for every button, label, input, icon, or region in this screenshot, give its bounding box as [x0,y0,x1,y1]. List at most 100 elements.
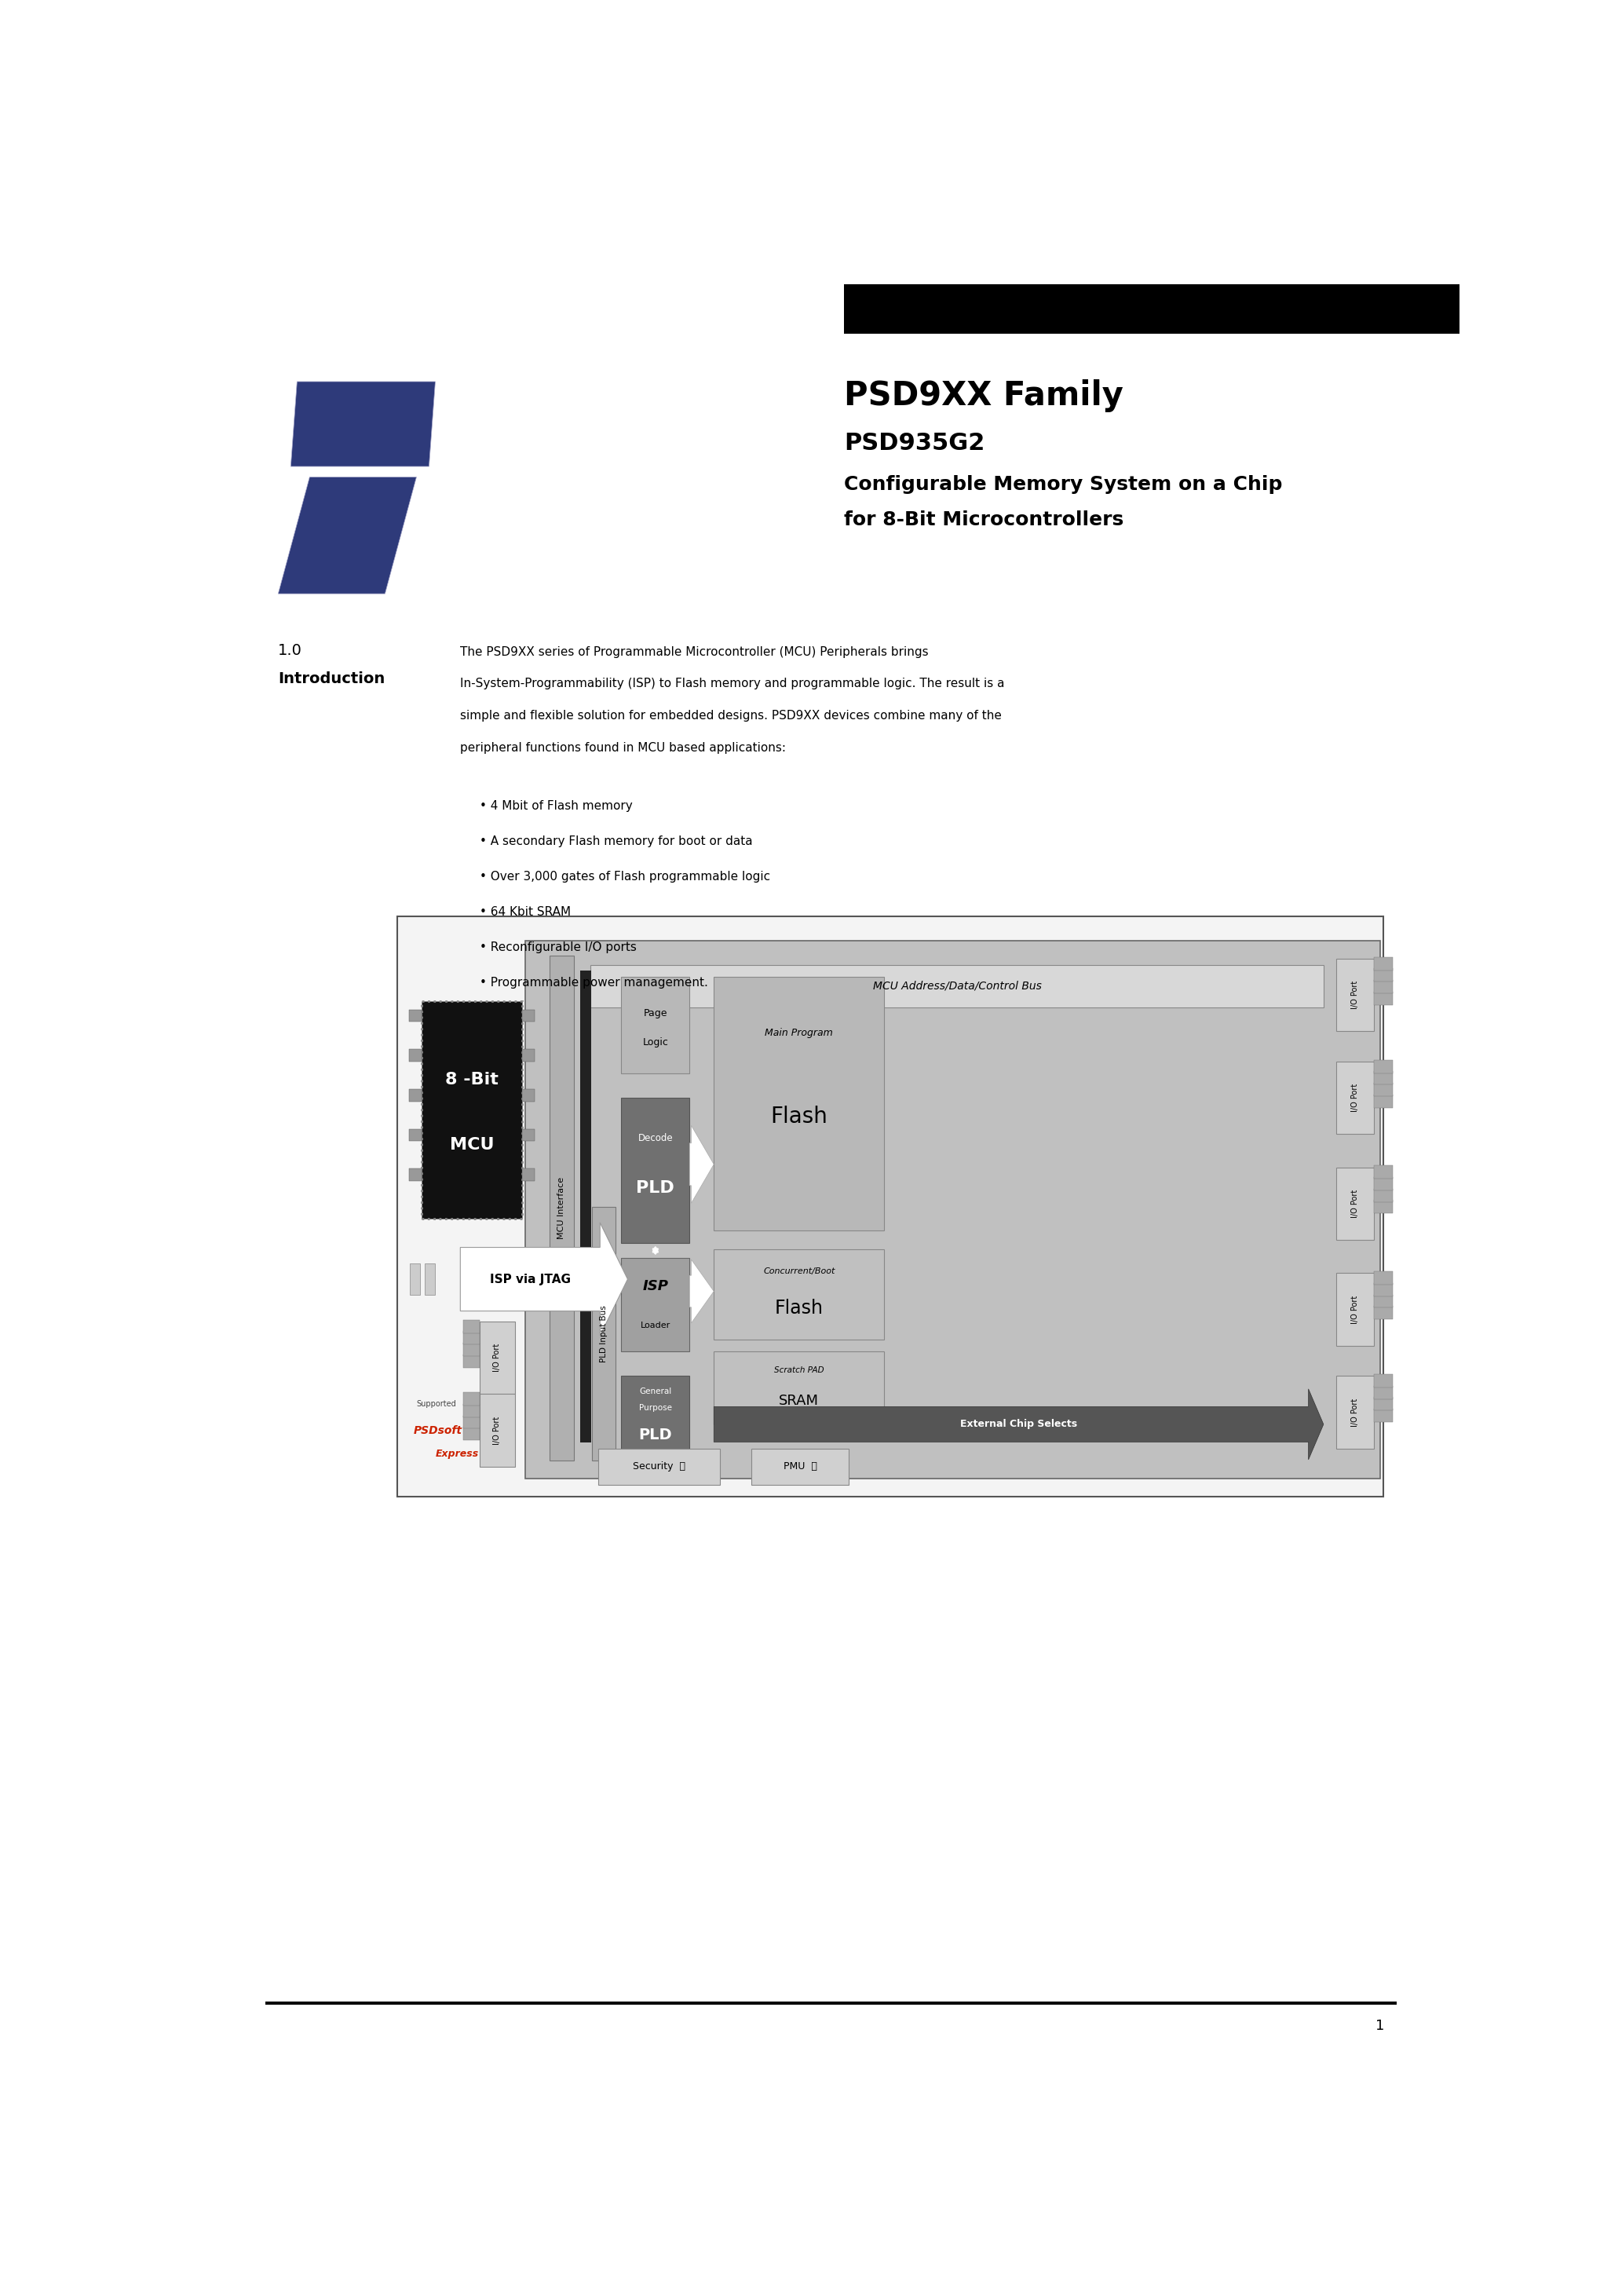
Bar [464,1391,480,1405]
Bar [843,285,1460,333]
Text: • A secondary Flash memory for boot or data: • A secondary Flash memory for boot or d… [480,836,753,847]
Bar [599,1449,720,1486]
Bar [409,1088,422,1102]
Bar [1374,1072,1393,1084]
Bar [522,1169,535,1180]
Bar [1374,1375,1393,1387]
Bar [1374,1387,1393,1398]
Bar [1337,1061,1374,1134]
Text: Main Program: Main Program [766,1029,834,1038]
Bar [592,1208,615,1460]
Bar [621,1258,689,1352]
Text: General: General [639,1387,672,1396]
Text: Scratch PAD: Scratch PAD [774,1366,824,1373]
Text: PSD935G2: PSD935G2 [843,432,985,455]
Bar [480,1394,514,1467]
Text: MCU: MCU [449,1137,495,1153]
Bar [714,1249,884,1339]
Bar [526,941,1380,1479]
Bar [1374,1306,1393,1320]
Text: for 8-Bit Microcontrollers: for 8-Bit Microcontrollers [843,510,1124,528]
Text: I/O Port: I/O Port [493,1343,501,1373]
Bar [1374,1084,1393,1095]
Bar [1374,1095,1393,1107]
Text: • Reconfigurable I/O ports: • Reconfigurable I/O ports [480,941,636,953]
Text: I/O Port: I/O Port [1351,1295,1359,1325]
Text: • 64 Kbit SRAM: • 64 Kbit SRAM [480,907,571,918]
Text: I/O Port: I/O Port [1351,1189,1359,1217]
Text: 1: 1 [1375,2018,1385,2032]
Bar [1337,1274,1374,1345]
Bar [409,1049,422,1061]
Bar [550,955,574,1460]
Text: I/O Port: I/O Port [1351,1398,1359,1426]
Text: I/O Port: I/O Port [1351,980,1359,1010]
Text: • 4 Mbit of Flash memory: • 4 Mbit of Flash memory [480,799,633,813]
Text: PLD Input Bus: PLD Input Bus [600,1304,608,1362]
Text: PLD: PLD [636,1180,675,1196]
Bar [1374,1166,1393,1178]
Text: peripheral functions found in MCU based applications:: peripheral functions found in MCU based … [461,742,787,753]
Text: Express: Express [435,1449,478,1458]
Text: External Chip Selects: External Chip Selects [960,1419,1077,1430]
Bar [464,1343,480,1357]
Bar [1374,1178,1393,1189]
Bar [1374,1295,1393,1309]
Text: 8 -Bit: 8 -Bit [446,1072,498,1088]
Text: Security  🔒: Security 🔒 [633,1463,686,1472]
Text: PMU  🔌: PMU 🔌 [783,1463,817,1472]
Text: ISP: ISP [642,1279,668,1293]
Bar [714,1352,884,1424]
Bar [409,1169,422,1180]
Text: • Programmable power management.: • Programmable power management. [480,976,707,990]
Text: Concurrent/Boot: Concurrent/Boot [764,1267,835,1277]
Bar [522,1049,535,1061]
Text: • Over 3,000 gates of Flash programmable logic: • Over 3,000 gates of Flash programmable… [480,870,770,882]
Bar [621,976,689,1075]
Bar [1374,1061,1393,1072]
Bar [751,1449,848,1486]
Bar [621,1375,689,1460]
Bar [1374,980,1393,994]
Bar [1374,992,1393,1006]
Bar [266,2002,1397,2004]
Text: The PSD9XX series of Programmable Microcontroller (MCU) Peripherals brings: The PSD9XX series of Programmable Microc… [461,645,929,659]
Bar [522,1130,535,1141]
Bar [1337,1166,1374,1240]
Bar [1374,1410,1393,1421]
Bar [464,1426,480,1440]
Text: I/O Port: I/O Port [1351,1084,1359,1111]
Bar [409,1010,422,1022]
Bar [422,1001,522,1219]
Bar [464,1403,480,1417]
Bar [522,1010,535,1022]
Text: ISP via JTAG: ISP via JTAG [490,1274,571,1286]
Bar [425,1263,435,1295]
Bar [590,964,1324,1008]
Text: PLD: PLD [639,1428,672,1442]
Bar [480,1322,514,1394]
Bar [409,1130,422,1141]
Text: MCU Address/Data/Control Bus: MCU Address/Data/Control Bus [873,980,1041,992]
Text: Flash: Flash [775,1300,824,1318]
Text: simple and flexible solution for embedded designs. PSD9XX devices combine many o: simple and flexible solution for embedde… [461,709,1002,721]
Bar [621,1097,689,1242]
Text: Decode: Decode [637,1134,673,1143]
Text: Page: Page [644,1008,667,1019]
Bar [1374,1189,1393,1201]
Text: In-System-Programmability (ISP) to Flash memory and programmable logic. The resu: In-System-Programmability (ISP) to Flash… [461,677,1006,689]
Bar [1374,1283,1393,1297]
Text: SRAM: SRAM [779,1394,819,1407]
Bar [397,916,1384,1497]
Bar [714,976,884,1231]
Text: I/O Port: I/O Port [493,1417,501,1444]
Bar [464,1414,480,1428]
Bar [1337,960,1374,1031]
Bar [464,1320,480,1334]
Polygon shape [689,1261,714,1322]
Bar [464,1355,480,1368]
Text: MCU Interface: MCU Interface [558,1178,566,1240]
Polygon shape [689,1125,714,1203]
Text: Logic: Logic [642,1038,668,1047]
Bar [581,971,590,1442]
